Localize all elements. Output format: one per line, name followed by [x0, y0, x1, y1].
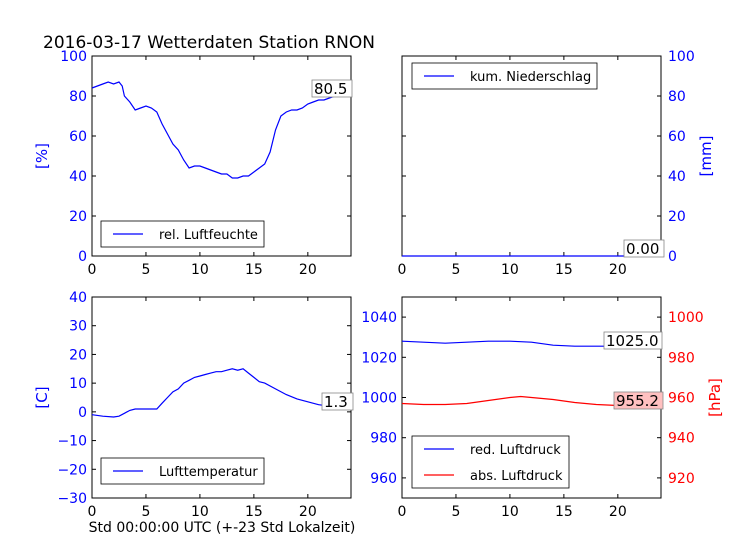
y-tick-label-right: 960 [668, 391, 695, 407]
precip-last-value-box [623, 239, 665, 258]
y-tick-label: 40 [69, 169, 87, 185]
y-tick-label: −10 [57, 434, 87, 450]
humidity-frame [91, 55, 352, 257]
x-tick-label: 0 [88, 262, 97, 278]
x-tick-label: 0 [88, 504, 97, 520]
y-axis-label: [%] [33, 143, 51, 169]
precip-last-value: 0.00 [626, 240, 659, 258]
x-tick-label: 15 [555, 504, 573, 520]
legend-label: kum. Niederschlag [470, 70, 591, 85]
pressure-panel: 0 5 10 15 20 960 980 1000 1020 1040 920 940 960 980 10… [361, 296, 724, 520]
y-axis-label: [mm] [697, 136, 715, 177]
y-tick-label-left: 960 [370, 471, 397, 487]
y-tick-label: −30 [57, 491, 87, 507]
x-tick-label: 0 [398, 504, 407, 520]
humidity-series-line [91, 81, 352, 179]
legend-label: red. Luftdruck [470, 443, 561, 458]
y-tick-label: 40 [668, 169, 686, 185]
temperature-series-line [91, 368, 352, 418]
x-tick-label: 15 [555, 262, 573, 278]
x-tick-label: 5 [451, 262, 460, 278]
y-tick-label-right: 940 [668, 431, 695, 447]
x-tick-label: 20 [609, 504, 627, 520]
x-tick-label: 10 [191, 262, 209, 278]
x-tick-label: 20 [299, 504, 317, 520]
y-tick-label: 80 [69, 89, 87, 105]
y-tick-label: 20 [69, 209, 87, 225]
y-tick-label: 30 [69, 319, 87, 335]
y-tick-label: 0 [78, 249, 87, 265]
x-tick-label: 10 [501, 504, 519, 520]
y-tick-label: 100 [668, 49, 695, 65]
x-tick-label: 5 [141, 504, 150, 520]
y-tick-label-left: 1000 [361, 391, 397, 407]
y-axis-label: [C] [33, 386, 51, 408]
y-tick-label-left: 980 [370, 431, 397, 447]
x-axis-label: Std 00:00:00 UTC (+-23 Std Lokalzeit) [89, 520, 356, 536]
x-tick-label: 10 [501, 262, 519, 278]
x-tick-label: 20 [299, 262, 317, 278]
legend-label: Lufttemperatur [159, 465, 258, 480]
pressure-legend [411, 435, 570, 489]
y-tick-label-left: 1020 [361, 350, 397, 366]
y-tick-label: 60 [668, 129, 686, 145]
humidity-legend [100, 220, 265, 248]
y-tick-label: 40 [69, 290, 87, 306]
y-tick-label: 0 [668, 249, 677, 265]
y-tick-label-right: 980 [668, 350, 695, 366]
y-tick-label: −20 [57, 462, 87, 478]
legend-label: abs. Luftdruck [470, 469, 563, 484]
y-tick-label: 20 [69, 347, 87, 363]
x-tick-label: 20 [609, 262, 627, 278]
y-tick-label: 10 [69, 376, 87, 392]
humidity-last-value-box [311, 79, 353, 98]
x-tick-label: 15 [245, 504, 263, 520]
x-tick-label: 5 [141, 262, 150, 278]
figure-title: 2016-03-17 Wetterdaten Station RNON [43, 33, 375, 53]
humidity-last-value: 80.5 [314, 80, 347, 98]
y-tick-label: 0 [78, 405, 87, 421]
x-tick-label: 10 [191, 504, 209, 520]
x-tick-label: 5 [451, 504, 460, 520]
y-tick-label-right: 920 [668, 471, 695, 487]
y-axis-label: [hPa] [706, 378, 724, 417]
x-tick-label: 0 [398, 262, 407, 278]
y-tick-label-right: 1000 [668, 310, 704, 326]
legend-label: rel. Luftfeuchte [159, 228, 258, 243]
pressure-abs-last-value: 955.2 [616, 392, 659, 410]
y-tick-label-left: 1040 [361, 310, 397, 326]
y-tick-label: 80 [668, 89, 686, 105]
temperature-last-value: 1.3 [324, 393, 348, 411]
x-tick-label: 15 [245, 262, 263, 278]
precipitation-panel: 0 5 10 15 20 0 20 40 60 80 100 [mm] 0.00 kum. Nieders… [398, 49, 715, 278]
temperature-panel: 0 5 10 15 20 −30 −20 −10 0 10 20 30 40 [C] 1.3 Lufttemp… [33, 290, 354, 520]
temperature-last-value-box [321, 392, 354, 411]
pressure-red-last-value: 1025.0 [606, 332, 659, 350]
pressure-abs-last-value-box [613, 391, 664, 410]
y-tick-label: 60 [69, 129, 87, 145]
y-tick-label: 100 [60, 49, 87, 65]
pressure-red-last-value-box [603, 331, 663, 350]
humidity-panel: 0 5 10 15 20 0 20 40 60 80 100 [%] 80.5 rel. Luftfeuc… [33, 49, 353, 278]
y-tick-label: 20 [668, 209, 686, 225]
